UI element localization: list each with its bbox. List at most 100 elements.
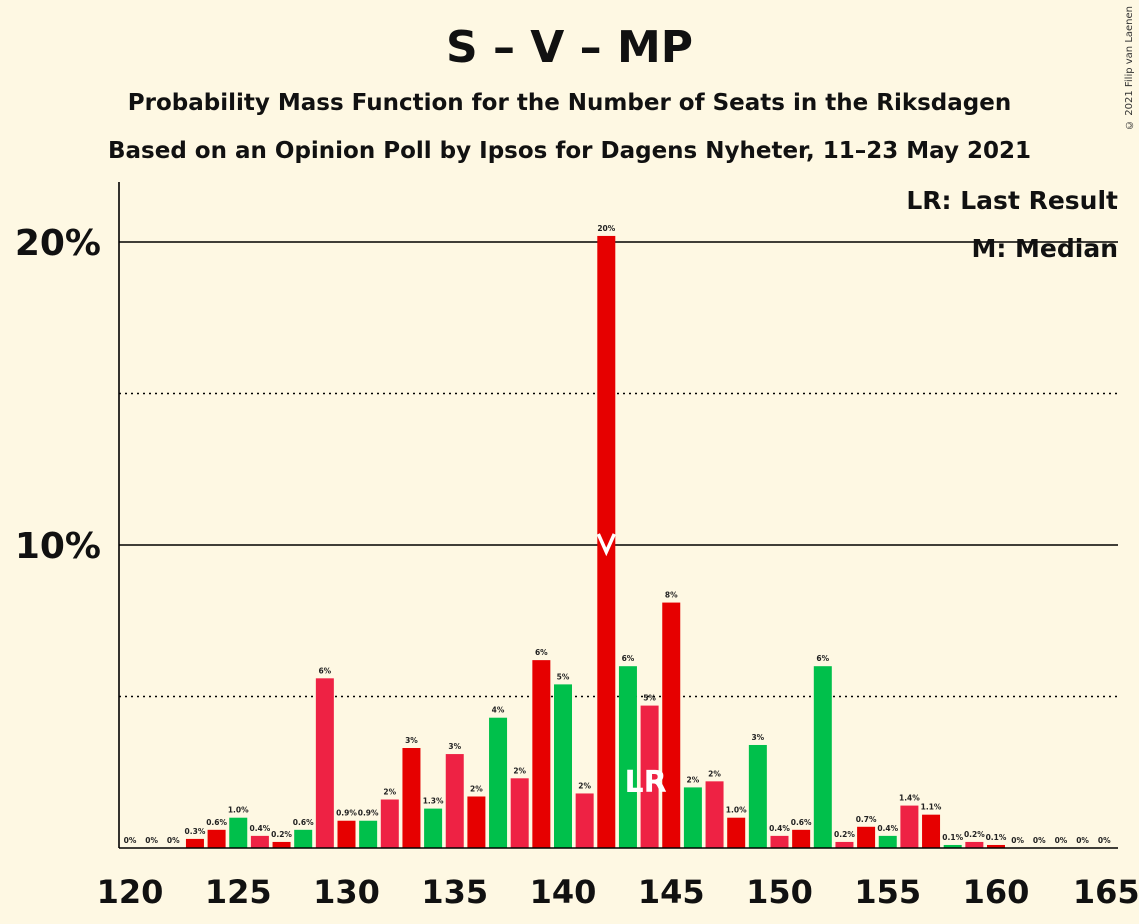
bar [445,754,464,848]
bar-value-label: 3% [405,736,418,745]
bar-value-label: 1.0% [228,806,249,815]
bar [380,799,399,848]
bar [207,829,226,848]
bar-value-label: 1.0% [726,806,747,815]
bar-value-label: 2% [708,769,721,778]
bar [835,841,854,848]
bar-value-label: 0.2% [964,830,985,839]
bar-value-label: 0% [124,836,137,845]
last-result-marker: LR [624,765,666,800]
x-tick-label: 155 [854,873,921,911]
x-tick-label: 135 [421,873,488,911]
bar [424,808,443,848]
bar-value-label: 2% [578,781,591,790]
bar [792,829,811,848]
bar-value-label: 0.1% [986,833,1007,842]
x-tick-label: 130 [313,873,380,911]
bar [402,748,421,848]
bar [662,602,681,848]
bar [857,826,876,848]
bar [250,835,269,848]
bar-value-label: 6% [535,648,548,657]
bar-value-label: 2% [470,784,483,793]
bar-value-label: 0% [1011,836,1024,845]
x-tick-label: 165 [1073,873,1139,911]
bar [618,666,637,848]
bar [467,796,486,848]
bar [813,666,832,848]
bar-value-label: 3% [751,733,764,742]
x-tick-label: 150 [746,873,813,911]
bar [943,844,962,848]
bar-value-label: 0.3% [185,827,206,836]
bar [987,844,1005,848]
bar-value-label: 0.7% [856,815,877,824]
bar-value-label: 1.1% [921,803,942,812]
legend-last-result: LR: Last Result [906,186,1118,215]
bar-value-label: 0% [167,836,180,845]
y-tick-label: 20% [15,223,101,264]
bar-value-label: 5% [557,672,570,681]
bar-value-label: 8% [665,591,678,600]
bar [770,835,789,848]
bar-value-label: 4% [492,706,505,715]
bar [337,820,356,848]
bar [229,817,248,848]
bar-value-label: 0.6% [206,818,227,827]
bar [683,787,702,848]
bar [294,829,313,848]
bar [900,805,919,848]
bar [922,814,941,848]
bar [727,817,746,848]
y-tick-label: 10% [15,526,101,567]
chart-subtitle-source: Based on an Opinion Poll by Ipsos for Da… [108,138,1031,164]
bar-value-label: 0% [145,836,158,845]
bar-value-label: 2% [687,775,700,784]
bar-value-label: 20% [597,224,615,233]
bar-value-label: 0.4% [877,824,898,833]
bar [878,835,897,848]
bar [185,838,204,848]
bar [554,684,572,848]
bar-value-label: 5% [643,694,656,703]
bar-value-label: 0.6% [293,818,314,827]
bar [272,841,291,848]
chart-title: S – V – MP [445,22,694,73]
bar-value-label: 0% [1098,836,1111,845]
median-marker-icon [596,533,616,557]
x-tick-label: 160 [963,873,1030,911]
bar [510,778,529,848]
bar-value-label: 1.3% [423,797,444,806]
x-tick-label: 145 [638,873,705,911]
bar-value-label: 0.9% [358,809,379,818]
bar [965,841,984,848]
bar-value-label: 0.2% [834,830,855,839]
bar-value-label: 3% [448,742,461,751]
x-tick-label: 120 [97,873,164,911]
bar [315,678,334,848]
bar-value-label: 0% [1055,836,1068,845]
bar [597,235,616,848]
bar-value-label: 0% [1076,836,1089,845]
bar [359,820,378,848]
bar [575,793,594,848]
x-tick-label: 140 [530,873,597,911]
bar-value-label: 0% [1033,836,1046,845]
x-tick-label: 125 [205,873,272,911]
bar [532,660,551,848]
chart-subtitle: Probability Mass Function for the Number… [127,90,1012,116]
bar-value-label: 2% [383,788,396,797]
bar [489,717,508,848]
bar-value-label: 0.4% [769,824,790,833]
bar [748,744,767,848]
bar-value-label: 6% [622,654,635,663]
bar-value-label: 0.6% [791,818,812,827]
bar [640,705,659,848]
bar-value-label: 6% [816,654,829,663]
bar-value-label: 0.4% [249,824,270,833]
bar-value-label: 2% [513,766,526,775]
bar-value-label: 1.4% [899,794,920,803]
bar-value-label: 0.1% [942,833,963,842]
bar-value-label: 0.9% [336,809,357,818]
